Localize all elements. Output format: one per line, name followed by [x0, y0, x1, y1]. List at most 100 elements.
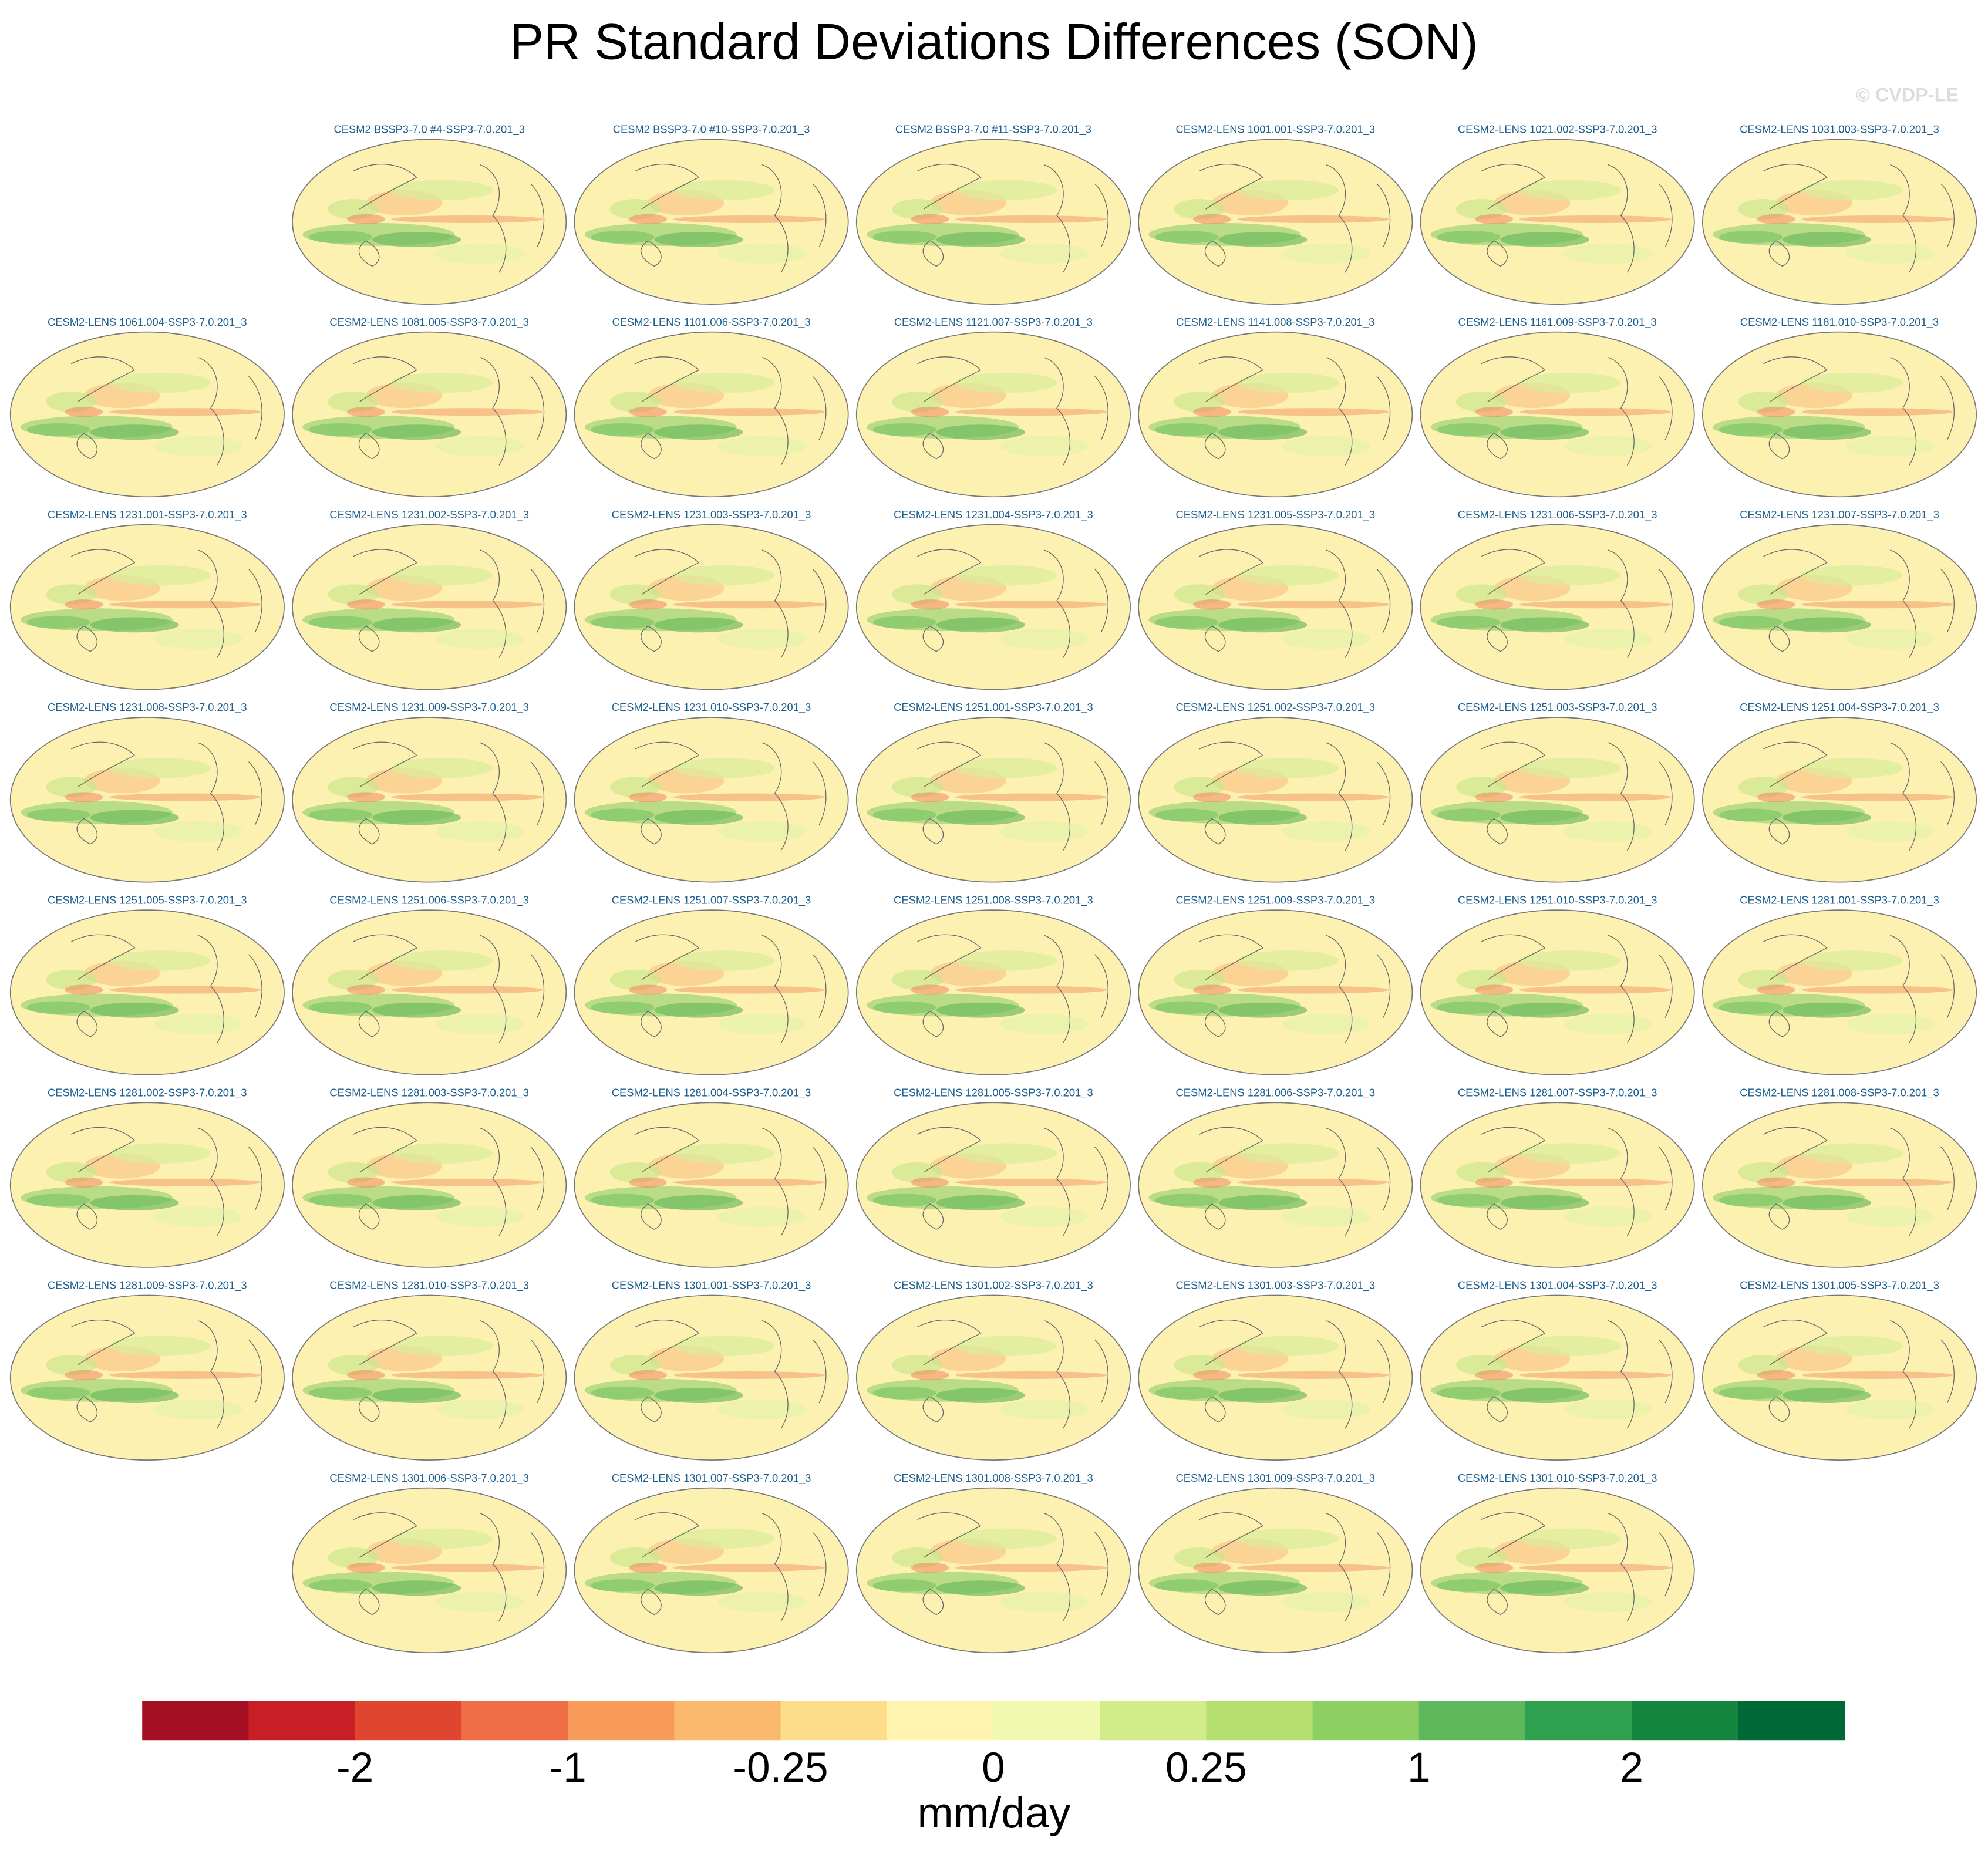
map-panel: [1420, 1488, 1694, 1653]
panel-label: CESM2-LENS 1301.001-SSP3-7.0.201_3: [612, 1279, 811, 1292]
colorbar-tick-label: 0: [982, 1745, 1005, 1791]
colorbar-tick-label: -2: [336, 1745, 373, 1791]
map-panel: [1703, 910, 1976, 1075]
map-panel: [292, 1295, 566, 1460]
panel-label: CESM2-LENS 1281.010-SSP3-7.0.201_3: [329, 1279, 529, 1292]
panel-label: CESM2 BSSP3-7.0 #10-SSP3-7.0.201_3: [613, 123, 810, 136]
panel-label: CESM2-LENS 1301.006-SSP3-7.0.201_3: [329, 1472, 529, 1485]
panel-label: CESM2-LENS 1231.005-SSP3-7.0.201_3: [1175, 508, 1375, 521]
map-panel: [857, 910, 1130, 1075]
panel-label: CESM2-LENS 1281.001-SSP3-7.0.201_3: [1740, 893, 1939, 906]
map-panel: [1138, 525, 1412, 690]
map-panel: [292, 139, 566, 304]
panel-label: CESM2 BSSP3-7.0 #4-SSP3-7.0.201_3: [334, 123, 525, 136]
panel-label: CESM2-LENS 1251.007-SSP3-7.0.201_3: [612, 893, 811, 906]
map-panel: [292, 332, 566, 497]
panel-label: CESM2-LENS 1231.003-SSP3-7.0.201_3: [612, 508, 811, 521]
panel-label: CESM2-LENS 1251.002-SSP3-7.0.201_3: [1175, 701, 1375, 714]
map-panel: [292, 1488, 566, 1653]
panel-label: CESM2-LENS 1251.004-SSP3-7.0.201_3: [1740, 701, 1939, 714]
map-panel: [1420, 332, 1694, 497]
panel-label: CESM2-LENS 1281.004-SSP3-7.0.201_3: [612, 1086, 811, 1099]
map-panel: [1420, 717, 1694, 882]
map-panel: [857, 332, 1130, 497]
panels: CESM2 BSSP3-7.0 #4-SSP3-7.0.201_3 CESM2 B…: [11, 123, 1977, 1653]
panel-label: CESM2-LENS 1301.010-SSP3-7.0.201_3: [1458, 1472, 1657, 1485]
panel-label: CESM2-LENS 1301.007-SSP3-7.0.201_3: [612, 1472, 811, 1485]
map-panel: [1420, 1295, 1694, 1460]
map-panel: [574, 1295, 848, 1460]
panel-label: CESM2-LENS 1281.007-SSP3-7.0.201_3: [1458, 1086, 1657, 1099]
panel-label: CESM2-LENS 1231.009-SSP3-7.0.201_3: [329, 701, 529, 714]
panel-label: CESM2-LENS 1231.004-SSP3-7.0.201_3: [894, 508, 1093, 521]
map-panel: [1703, 332, 1976, 497]
colorbar-box: [993, 1701, 1100, 1741]
panel-label: CESM2-LENS 1021.002-SSP3-7.0.201_3: [1458, 123, 1657, 136]
panel-label: CESM2-LENS 1141.008-SSP3-7.0.201_3: [1176, 316, 1374, 329]
colorbar-box: [142, 1701, 250, 1741]
panel-label: CESM2-LENS 1301.003-SSP3-7.0.201_3: [1175, 1279, 1375, 1292]
panel-label: CESM2-LENS 1231.007-SSP3-7.0.201_3: [1740, 508, 1939, 521]
panel-label: CESM2-LENS 1251.005-SSP3-7.0.201_3: [48, 893, 247, 906]
colorbar-box: [461, 1701, 568, 1741]
colorbar-box: [1738, 1701, 1845, 1741]
map-panel: [1138, 1295, 1412, 1460]
map-panel: [1703, 717, 1976, 882]
panel-label: CESM2-LENS 1231.002-SSP3-7.0.201_3: [329, 508, 529, 521]
colorbar-box: [1632, 1701, 1739, 1741]
panel-label: CESM2-LENS 1301.002-SSP3-7.0.201_3: [894, 1279, 1093, 1292]
colorbar-tick-label: -0.25: [733, 1745, 828, 1791]
colorbar-label: mm/day: [918, 1789, 1071, 1837]
colorbar-box: [1100, 1701, 1207, 1741]
colorbar-box: [355, 1701, 462, 1741]
colorbar-box: [1206, 1701, 1313, 1741]
map-panel: [1420, 139, 1694, 304]
colorbar-tick-label: 0.25: [1165, 1745, 1247, 1791]
panel-label: CESM2-LENS 1231.010-SSP3-7.0.201_3: [612, 701, 811, 714]
map-panel: [1138, 1102, 1412, 1267]
map-panel: [574, 1488, 848, 1653]
map-panel: [1703, 139, 1976, 304]
map-panel: [1420, 525, 1694, 690]
colorbar: -2 -1 -0.25 0 0.25 1 2: [142, 1701, 1845, 1791]
map-panel: [1138, 139, 1412, 304]
map-panel: [1138, 332, 1412, 497]
map-panel: [574, 910, 848, 1075]
panel-label: CESM2-LENS 1001.001-SSP3-7.0.201_3: [1175, 123, 1375, 136]
colorbar-box: [674, 1701, 781, 1741]
colorbar-box: [1418, 1701, 1526, 1741]
map-panel: [1420, 910, 1694, 1075]
map-panel: [1703, 1295, 1976, 1460]
colorbar-tick-label: -1: [549, 1745, 586, 1791]
watermark: © CVDP-LE: [1856, 85, 1959, 106]
map-panel: [292, 717, 566, 882]
map-panel: [857, 139, 1130, 304]
panel-label: CESM2-LENS 1121.007-SSP3-7.0.201_3: [894, 316, 1093, 329]
map-panel: [857, 717, 1130, 882]
map-panel: [1420, 1102, 1694, 1267]
map-panel: [857, 525, 1130, 690]
panel-label: CESM2-LENS 1301.004-SSP3-7.0.201_3: [1458, 1279, 1657, 1292]
panel-label: CESM2-LENS 1251.010-SSP3-7.0.201_3: [1458, 893, 1657, 906]
colorbar-box: [568, 1701, 675, 1741]
panel-label: CESM2-LENS 1281.002-SSP3-7.0.201_3: [48, 1086, 247, 1099]
map-panel: [574, 717, 848, 882]
panel-label: CESM2-LENS 1251.003-SSP3-7.0.201_3: [1458, 701, 1657, 714]
panel-label: CESM2-LENS 1281.005-SSP3-7.0.201_3: [894, 1086, 1093, 1099]
map-panel: [574, 139, 848, 304]
panel-label: CESM2-LENS 1081.005-SSP3-7.0.201_3: [329, 316, 529, 329]
map-panel: [11, 332, 284, 497]
colorbar-box: [887, 1701, 994, 1741]
panel-label: CESM2-LENS 1031.003-SSP3-7.0.201_3: [1740, 123, 1939, 136]
map-panel: [574, 1102, 848, 1267]
colorbar-tick-label: 1: [1407, 1745, 1431, 1791]
panel-label: CESM2-LENS 1281.009-SSP3-7.0.201_3: [48, 1279, 247, 1292]
panel-label: CESM2-LENS 1231.008-SSP3-7.0.201_3: [48, 701, 247, 714]
panel-label: CESM2-LENS 1231.006-SSP3-7.0.201_3: [1458, 508, 1657, 521]
map-panel: [292, 1102, 566, 1267]
map-panel: [574, 525, 848, 690]
map-panel: [857, 1488, 1130, 1653]
title: PR Standard Deviations Differences (SON): [510, 14, 1478, 70]
colorbar-box: [248, 1701, 356, 1741]
map-panel: [11, 717, 284, 882]
